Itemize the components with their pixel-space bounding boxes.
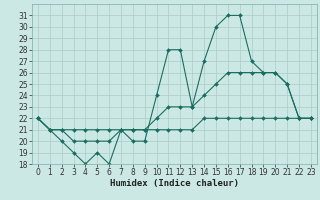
- X-axis label: Humidex (Indice chaleur): Humidex (Indice chaleur): [110, 179, 239, 188]
